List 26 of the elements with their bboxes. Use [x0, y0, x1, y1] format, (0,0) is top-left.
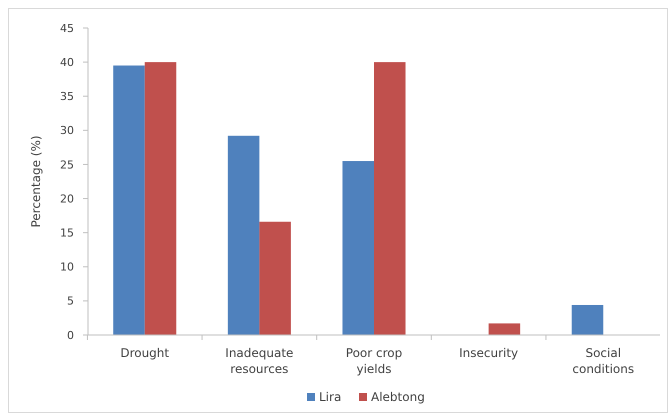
legend-label: Lira — [319, 390, 342, 404]
y-tick-label: 35 — [60, 90, 74, 104]
bar — [374, 62, 406, 335]
y-tick-label: 5 — [67, 294, 74, 308]
y-tick-label: 20 — [60, 192, 74, 206]
legend-label: Alebtong — [371, 390, 425, 404]
bar — [488, 323, 520, 335]
x-tick-label: Poor crop yields — [346, 346, 402, 376]
x-tick-label: Insecurity — [459, 346, 518, 360]
y-tick-label: 0 — [67, 328, 74, 342]
y-tick-label: 10 — [60, 260, 74, 274]
x-tick-label: Drought — [120, 346, 170, 360]
bar — [259, 222, 291, 335]
y-tick-label: 45 — [60, 22, 74, 35]
bar — [228, 136, 260, 335]
x-tick-label: Social conditions — [572, 346, 634, 376]
y-tick-label: 15 — [60, 226, 74, 240]
bar — [113, 66, 145, 335]
y-tick-label: 25 — [60, 158, 74, 172]
bar — [572, 304, 604, 335]
bar — [342, 161, 374, 335]
y-axis-title: Percentage (%) — [29, 135, 43, 228]
x-tick-label: Inadequate resources — [225, 346, 294, 376]
bar — [144, 62, 176, 335]
y-tick-label: 30 — [60, 124, 74, 138]
y-tick-label: 40 — [60, 56, 74, 69]
